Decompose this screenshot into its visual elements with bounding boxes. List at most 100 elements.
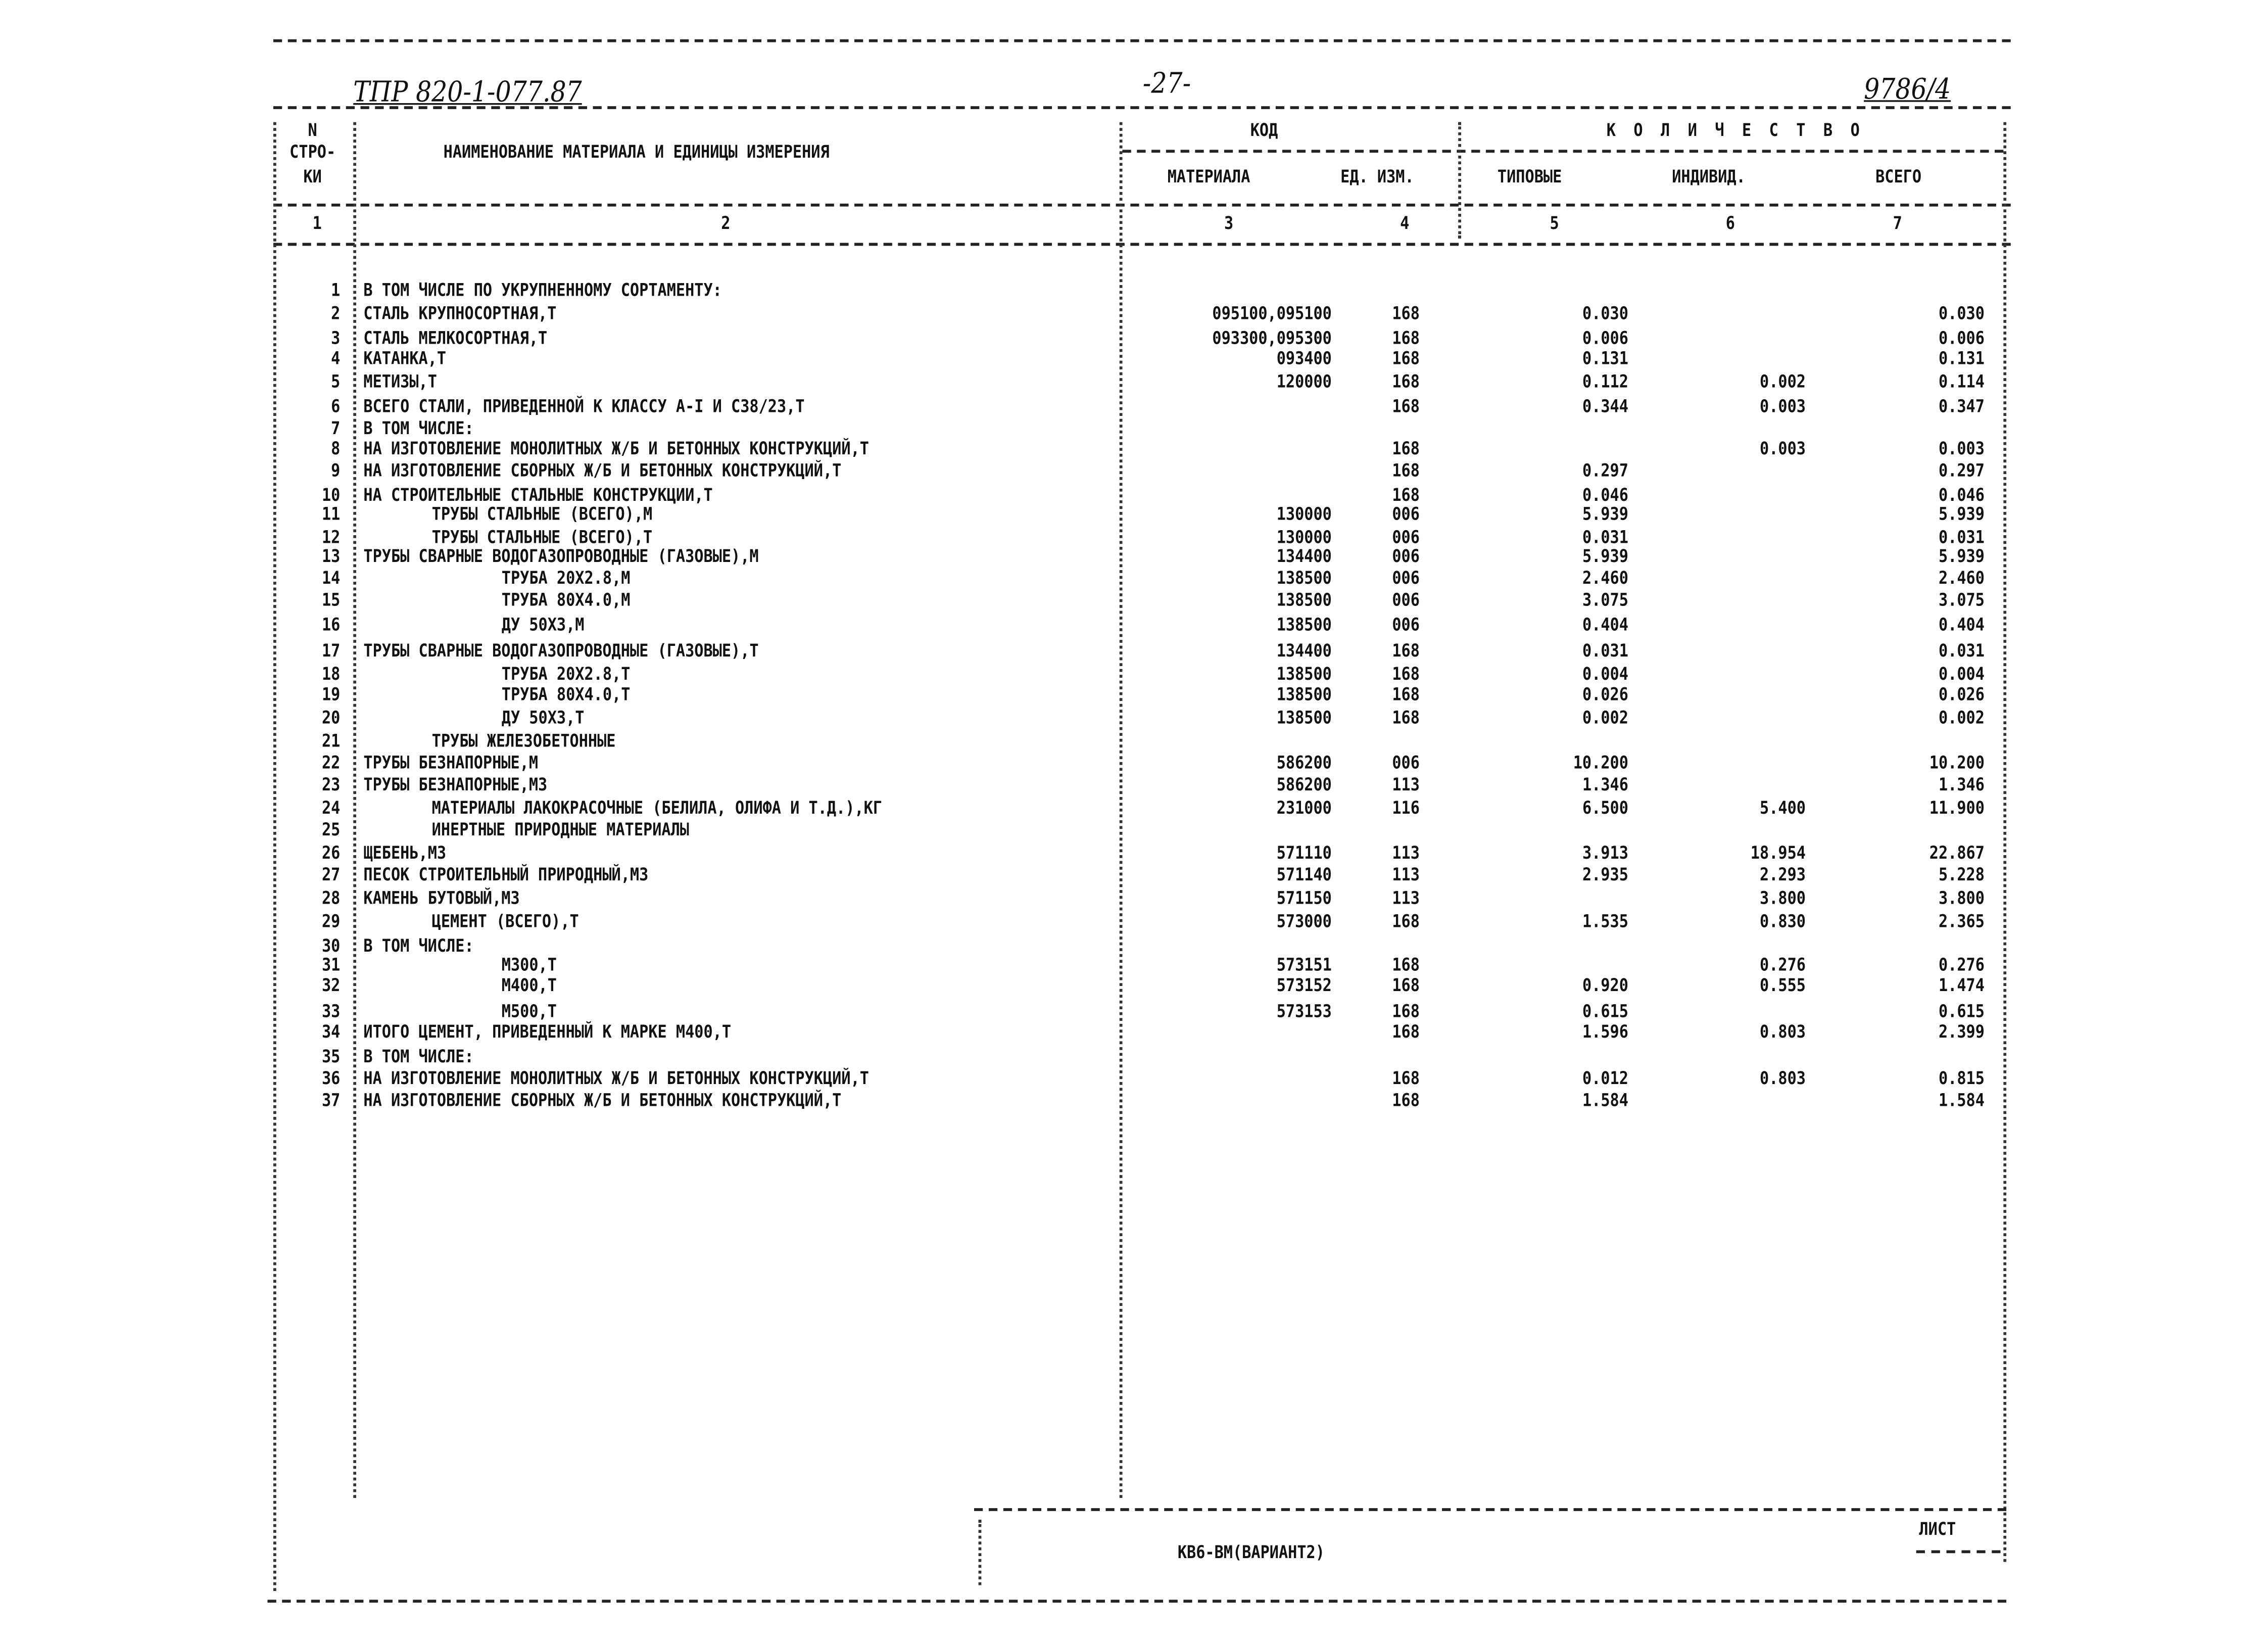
col-number-7: 7: [1893, 214, 1902, 234]
individual-qty: 2.293: [1760, 865, 1806, 886]
unit-code: 168: [1392, 912, 1420, 932]
unit-code: 006: [1392, 528, 1420, 548]
unit-code: 168: [1392, 1091, 1420, 1111]
col-num-label-2: СТРО-: [289, 143, 336, 163]
row-number: 8: [331, 439, 341, 460]
material-code: 130000: [1276, 504, 1332, 525]
material-code: 231000: [1276, 799, 1332, 819]
typical-qty: 1.584: [1582, 1091, 1628, 1111]
typical-qty: 0.026: [1582, 685, 1628, 706]
material-code: 573153: [1276, 1002, 1332, 1022]
col-individual-label: ИНДИВИД.: [1672, 167, 1746, 187]
col-typical-label: ТИПОВЫЕ: [1497, 167, 1562, 187]
col-material-label: МАТЕРИАЛА: [1167, 167, 1250, 187]
material-name: ТРУБА 80Х4.0,М: [501, 590, 631, 611]
typical-qty: 0.002: [1582, 708, 1628, 729]
total-qty: 0.031: [1938, 528, 1985, 548]
row-number: 25: [321, 820, 341, 840]
row-number: 1: [331, 280, 341, 301]
total-qty: 2.365: [1938, 912, 1985, 932]
material-name: ТРУБЫ БЕЗНАПОРНЫЕ,М3: [363, 775, 548, 795]
unit-code: 113: [1392, 888, 1420, 909]
row-number: 36: [321, 1069, 341, 1090]
row-number: 15: [321, 590, 341, 611]
col-number-1: 1: [312, 214, 322, 234]
material-code: 138500: [1276, 685, 1332, 706]
material-name: ВСЕГО СТАЛИ, ПРИВЕДЕННОЙ К КЛАССУ А-I И …: [363, 397, 805, 417]
header-rule: [273, 106, 2011, 109]
row-number: 26: [321, 843, 341, 864]
col-code-label: КОД: [1250, 121, 1278, 141]
material-name: КАМЕНЬ БУТОВЫЙ,М3: [363, 888, 520, 909]
material-code: 093300,095300: [1212, 329, 1332, 349]
total-qty: 0.006: [1938, 329, 1985, 349]
col-number-5: 5: [1550, 214, 1559, 234]
right-border: [2003, 122, 2007, 1562]
total-qty: 5.939: [1938, 504, 1985, 525]
unit-code: 168: [1392, 665, 1420, 685]
material-name: ТРУБЫ СТАЛЬНЫЕ (ВСЕГО),М: [431, 504, 653, 525]
row-number: 32: [321, 976, 341, 996]
material-code: 095100,095100: [1212, 304, 1332, 324]
col-name-label: НАИМЕНОВАНИЕ МАТЕРИАЛА И ЕДИНИЦЫ ИЗМЕРЕН…: [443, 143, 830, 163]
material-name: НА ИЗГОТОВЛЕНИЕ СБОРНЫХ Ж/Б И БЕТОННЫХ К…: [363, 461, 842, 482]
typical-qty: 1.346: [1582, 775, 1628, 795]
individual-qty: 18.954: [1750, 843, 1806, 864]
typical-qty: 0.031: [1582, 641, 1628, 662]
material-name: ТРУБЫ СВАРНЫЕ ВОДОГАЗОПРОВОДНЫЕ (ГАЗОВЫЕ…: [363, 547, 759, 567]
row-number: 4: [331, 349, 341, 369]
unit-code: 168: [1392, 397, 1420, 417]
total-qty: 22.867: [1929, 843, 1985, 864]
row-number: 20: [321, 708, 341, 729]
typical-qty: 3.075: [1582, 590, 1628, 611]
unit-code: 168: [1392, 1022, 1420, 1043]
unit-code: 113: [1392, 843, 1420, 864]
total-qty: 0.046: [1938, 486, 1985, 506]
unit-code: 168: [1392, 1069, 1420, 1090]
total-qty: 2.399: [1938, 1022, 1985, 1043]
material-name: ТРУБЫ БЕЗНАПОРНЫЕ,М: [363, 753, 539, 774]
total-qty: 0.404: [1938, 615, 1985, 636]
total-qty: 1.584: [1938, 1091, 1985, 1111]
material-name: ТРУБЫ ЖЕЛЕЗОБЕТОННЫЕ: [431, 731, 616, 752]
total-qty: 3.800: [1938, 888, 1985, 909]
typical-qty: 0.004: [1582, 665, 1628, 685]
typical-qty: 0.920: [1582, 976, 1628, 996]
typical-qty: 0.404: [1582, 615, 1628, 636]
doc-number: ТПР 820-1-077.87: [353, 76, 582, 110]
unit-code: 113: [1392, 775, 1420, 795]
typical-qty: 0.046: [1582, 486, 1628, 506]
unit-code: 006: [1392, 547, 1420, 567]
typical-qty: 0.344: [1582, 397, 1628, 417]
row-number: 29: [321, 912, 341, 932]
row-number: 5: [331, 372, 341, 393]
unit-code: 168: [1392, 304, 1420, 324]
material-name: НА ИЗГОТОВЛЕНИЕ СБОРНЫХ Ж/Б И БЕТОННЫХ К…: [363, 1091, 842, 1111]
total-qty: 0.815: [1938, 1069, 1985, 1090]
unit-code: 168: [1392, 349, 1420, 369]
typical-qty: 10.200: [1573, 753, 1628, 774]
row-number: 9: [331, 461, 341, 482]
material-name: НА ИЗГОТОВЛЕНИЕ МОНОЛИТНЫХ Ж/Б И БЕТОННЫ…: [363, 439, 869, 460]
num-separator: [353, 122, 357, 1498]
material-name: В ТОМ ЧИСЛЕ:: [363, 419, 474, 439]
unit-code: 006: [1392, 590, 1420, 611]
material-code: 586200: [1276, 753, 1332, 774]
numbers-rule: [273, 243, 2011, 246]
total-qty: 1.474: [1938, 976, 1985, 996]
top-rule: [273, 39, 2011, 42]
total-qty: 0.347: [1938, 397, 1985, 417]
bottom-rule: [267, 1600, 2007, 1603]
total-qty: 0.276: [1938, 955, 1985, 976]
material-name: М300,Т: [501, 955, 557, 976]
total-qty: 11.900: [1929, 799, 1985, 819]
unit-code: 168: [1392, 329, 1420, 349]
row-number: 16: [321, 615, 341, 636]
row-number: 24: [321, 799, 341, 819]
material-name: ИНЕРТНЫЕ ПРИРОДНЫЕ МАТЕРИАЛЫ: [431, 820, 690, 840]
col-number-6: 6: [1725, 214, 1735, 234]
col-number-4: 4: [1400, 214, 1410, 234]
total-qty: 0.297: [1938, 461, 1985, 482]
total-qty: 0.026: [1938, 685, 1985, 706]
